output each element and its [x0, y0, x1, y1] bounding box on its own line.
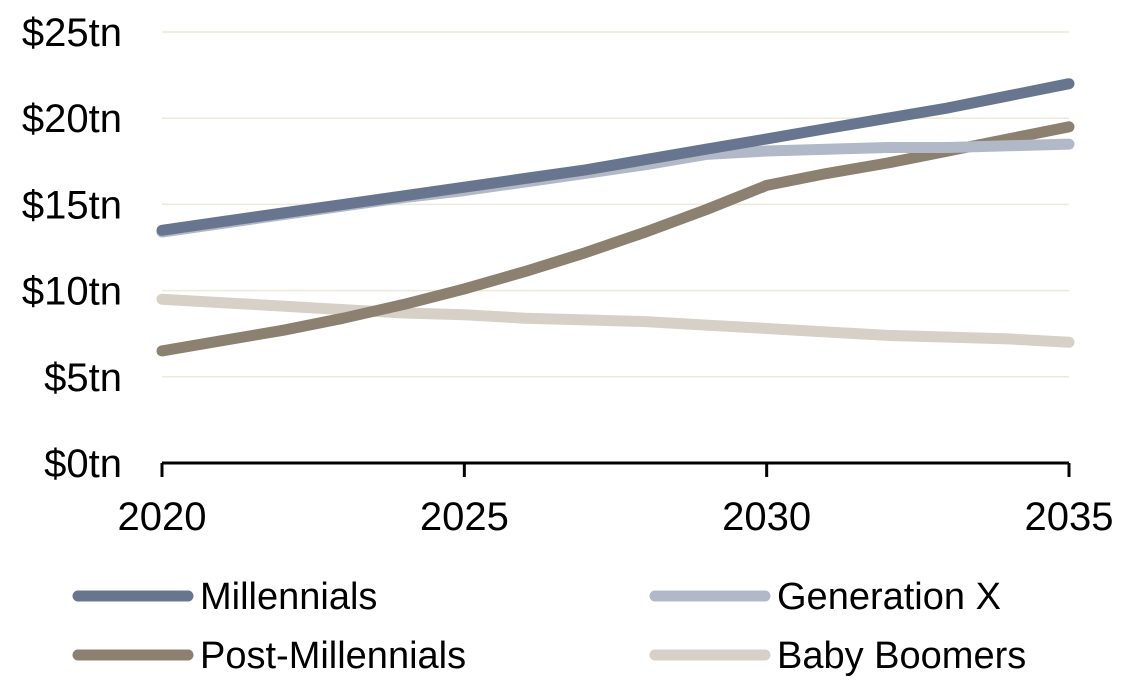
y-axis-tick-labels: $0tn $5tn $10tn $15tn $20tn $25tn: [22, 11, 122, 486]
y-tick-label: $5tn: [44, 356, 122, 400]
x-axis-tick-labels: 2020 2025 2030 2035: [118, 495, 1114, 539]
series-line-post-millennials: [156, 121, 1075, 357]
y-tick-label: $10tn: [22, 270, 122, 314]
series-line-millennials: [156, 78, 1075, 236]
legend-label-baby-boomers: Baby Boomers: [777, 635, 1026, 677]
x-tick-label: 2025: [420, 495, 509, 539]
series-line-baby-boomers: [156, 293, 1075, 348]
x-axis: [160, 461, 1071, 477]
series-lines: [156, 78, 1075, 357]
x-tick-label: 2020: [118, 495, 207, 539]
legend-label-generation-x: Generation X: [777, 576, 1001, 618]
x-tick-label: 2030: [722, 495, 811, 539]
y-tick-label: $0tn: [44, 442, 122, 486]
legend: Millennials Generation X Post-Millennials B…: [72, 576, 1026, 677]
y-tick-label: $15tn: [22, 183, 122, 227]
x-tick-label: 2035: [1025, 495, 1114, 539]
y-tick-label: $20tn: [22, 97, 122, 141]
legend-label-post-millennials: Post-Millennials: [200, 635, 466, 677]
legend-label-millennials: Millennials: [200, 576, 377, 618]
y-tick-label: $25tn: [22, 11, 122, 55]
